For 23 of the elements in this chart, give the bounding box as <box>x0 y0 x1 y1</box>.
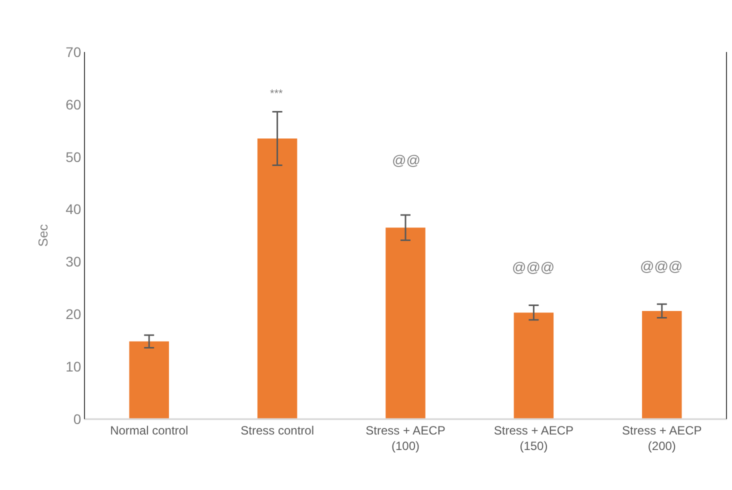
y-tick-label: 40 <box>66 201 82 218</box>
x-tick-label: Normal control <box>110 423 188 438</box>
y-tick-label: 20 <box>66 306 82 322</box>
y-tick-label: 70 <box>66 44 82 60</box>
x-tick-label: Stress + AECP (100) <box>366 423 446 453</box>
bar <box>514 312 554 419</box>
bar <box>257 138 298 419</box>
y-axis-title: Sec <box>36 224 51 247</box>
annotation: @@@ <box>512 259 555 275</box>
y-tick-label: 10 <box>66 358 82 374</box>
bar <box>642 311 682 419</box>
annotation: @@ <box>392 152 420 168</box>
bar <box>129 341 169 419</box>
bar <box>386 228 426 419</box>
y-tick-label: 50 <box>66 148 82 165</box>
x-tick-label: Stress + AECP (200) <box>622 423 702 453</box>
y-tick-label: 60 <box>66 96 82 112</box>
x-tick-label: Stress + AECP (150) <box>494 423 574 453</box>
annotation: @@@ <box>640 258 683 274</box>
x-tick-label: Stress control <box>240 423 314 438</box>
y-tick-label: 0 <box>73 410 82 427</box>
annotation: *** <box>270 88 284 100</box>
y-tick-label: 30 <box>66 254 82 270</box>
